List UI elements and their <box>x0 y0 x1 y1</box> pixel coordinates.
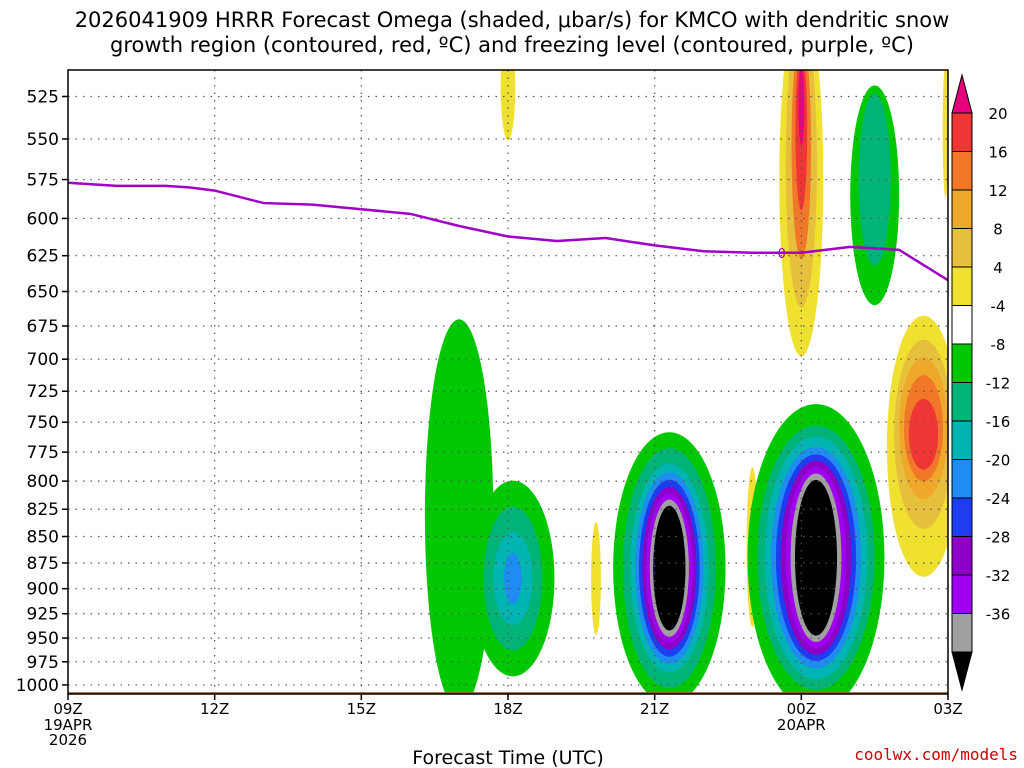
colorbar-label--32: -32 <box>986 567 1011 585</box>
y-tick-label-950: 950 <box>27 629 59 649</box>
y-tick-label-525: 525 <box>27 87 59 107</box>
upper-ascent-core-layer-4 <box>798 70 805 145</box>
colorbar-label--24: -24 <box>986 490 1011 508</box>
y-tick-label-875: 875 <box>27 554 59 574</box>
y-tick-label-925: 925 <box>27 605 59 625</box>
x-tick-label-00Z: 00Z <box>787 700 816 718</box>
x-tick-label-03Z: 03Z <box>933 700 962 718</box>
colorbar-box-4 <box>951 266 973 306</box>
ascent-region-02z-layer-4 <box>908 398 939 470</box>
colorbar-label--16: -16 <box>986 413 1011 431</box>
ascent-blip-03z-layer-0 <box>942 70 948 198</box>
x-tick-label-09Z: 09Z <box>53 700 82 718</box>
descent-core-21z-layer-8 <box>653 505 686 631</box>
colorbar-top-arrow <box>951 73 973 114</box>
y-tick-label-725: 725 <box>27 382 59 402</box>
colorbar-label-12: 12 <box>988 182 1007 200</box>
colorbar-label-4: 4 <box>993 259 1003 277</box>
x-tick-label-21Z: 21Z <box>640 700 669 718</box>
x-tick-sublabel-19APR: 19APR <box>44 716 93 734</box>
colorbar-label--20: -20 <box>986 452 1011 470</box>
colorbar-label--12: -12 <box>986 375 1011 393</box>
descent-18z-layer-3 <box>504 552 522 605</box>
colorbar-label--36: -36 <box>986 606 1011 624</box>
colorbar-box-0 <box>951 112 973 152</box>
y-tick-label-900: 900 <box>27 580 59 600</box>
y-tick-label-800: 800 <box>27 472 59 492</box>
y-tick-label-700: 700 <box>27 350 59 370</box>
credit-text: coolwx.com/models <box>854 745 1018 764</box>
freezing-level-line <box>68 181 948 282</box>
x-tick-sublabel-2026: 2026 <box>49 731 87 749</box>
colorbar-label--4: -4 <box>991 298 1006 316</box>
colorbar-box-7 <box>951 382 973 422</box>
colorbar-box-11 <box>951 536 973 576</box>
x-tick-label-15Z: 15Z <box>347 700 376 718</box>
colorbar-box-6 <box>951 343 973 383</box>
colorbar-label-20: 20 <box>988 105 1007 123</box>
y-tick-label-550: 550 <box>27 130 59 150</box>
y-tick-label-775: 775 <box>27 443 59 463</box>
colorbar-label--28: -28 <box>986 529 1011 547</box>
descent-core-00z-layer-8 <box>794 479 838 636</box>
colorbar-box-5 <box>951 305 973 345</box>
colorbar-box-13 <box>951 613 973 653</box>
y-tick-label-750: 750 <box>27 413 59 433</box>
colorbar-box-3 <box>951 228 973 268</box>
x-tick-label-12Z: 12Z <box>200 700 229 718</box>
y-tick-label-975: 975 <box>27 653 59 673</box>
colorbar-box-8 <box>951 420 973 460</box>
colorbar-label--8: -8 <box>991 336 1006 354</box>
chart-title: 2026041909 HRRR Forecast Omega (shaded, … <box>74 8 950 57</box>
y-tick-label-625: 625 <box>27 247 59 267</box>
colorbar-box-10 <box>951 497 973 537</box>
ascent-blip-18z-layer-0 <box>500 70 516 141</box>
y-tick-label-850: 850 <box>27 527 59 547</box>
x-axis-label: Forecast Time (UTC) <box>412 747 603 768</box>
colorbar-box-2 <box>951 189 973 229</box>
y-tick-label-650: 650 <box>27 283 59 303</box>
y-tick-label-575: 575 <box>27 171 59 191</box>
colorbar-bottom-arrow <box>951 651 973 692</box>
upper-descent-band-layer-1 <box>858 93 891 266</box>
ascent-blip-20z-layer-0 <box>591 521 601 635</box>
colorbar-label-16: 16 <box>988 144 1007 162</box>
x-tick-label-18Z: 18Z <box>493 700 522 718</box>
colorbar-box-9 <box>951 459 973 499</box>
y-tick-label-675: 675 <box>27 317 59 337</box>
x-tick-sublabel-20APR: 20APR <box>777 716 826 734</box>
y-tick-label-600: 600 <box>27 209 59 229</box>
colorbar-label-8: 8 <box>993 221 1003 239</box>
freezing-level-label: 0 <box>778 247 786 262</box>
colorbar-box-1 <box>951 151 973 191</box>
colorbar-box-12 <box>951 574 973 614</box>
y-tick-label-825: 825 <box>27 500 59 520</box>
y-tick-label-1000: 1000 <box>16 676 59 696</box>
